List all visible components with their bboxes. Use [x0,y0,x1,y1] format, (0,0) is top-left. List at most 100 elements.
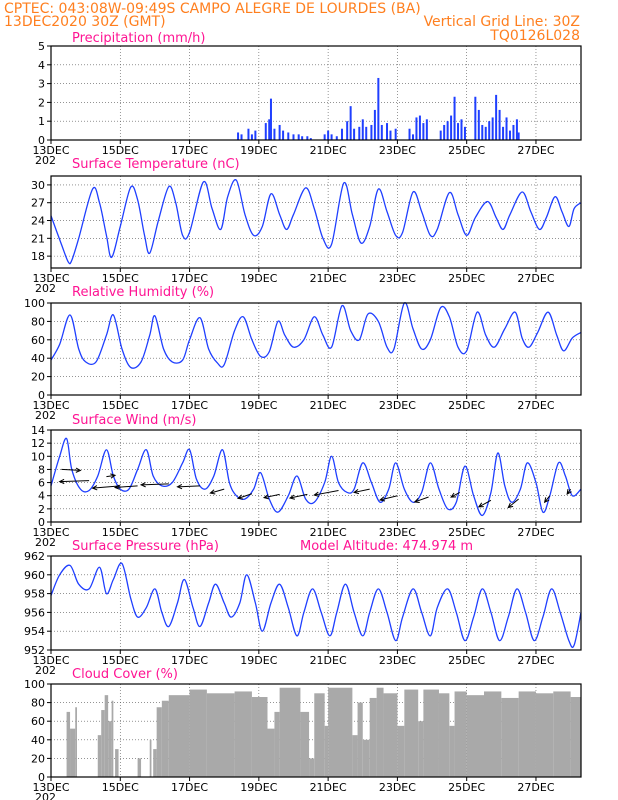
cloud-cover-bar [70,728,76,777]
temperature-panel: Surface Temperature (nC) 18 21 24 27 30 13DEC… [31,157,582,295]
cloud-cover-title: Cloud Cover (%) [72,667,178,682]
precip-bar [297,134,300,140]
pressure-xtick-label: 15DEC [102,654,139,667]
wind-arrow [176,484,200,490]
humidity-xtick-label: 25DEC [448,399,485,412]
precip-bar [287,132,290,140]
precip-bar [498,109,501,140]
pressure-xtick-label: 13DEC [32,654,69,667]
cloud-cover-frame [50,683,582,778]
cloud-cover-bar [206,693,235,777]
precipitation-ytick-label: 1 [38,115,45,128]
temperature-title: Surface Temperature (nC) [72,157,240,172]
precip-bar [443,124,446,140]
cloud-cover-bar [66,711,71,777]
precip-bar [335,136,338,140]
cloud-cover-bar [324,725,329,777]
wind-xtick-label: 19DEC [240,526,277,539]
precipitation-ytick-label: 3 [38,78,45,91]
cloud-cover-bar [137,758,142,777]
humidity-xtick-label: 17DEC [171,399,208,412]
pressure-ytick-label: 956 [24,606,45,619]
precipitation-year-label: 202 [35,154,56,167]
header-model-code: TQ0126L028 [489,28,580,44]
cloud-cover-bar [111,700,114,777]
cloud-cover-ytick-label: 80 [31,697,45,710]
precip-bar [488,121,491,140]
precip-bar [408,128,411,140]
cloud-cover-bar [438,693,450,777]
humidity-series-line [50,302,582,369]
precip-bar [474,96,477,140]
wind-arrow [58,478,90,485]
precip-bar [422,123,425,140]
wind-arrow [413,496,429,503]
temperature-ytick-label: 30 [31,179,45,192]
precip-bar [340,128,343,140]
pressure-xtick-label: 19DEC [240,654,277,667]
precip-bar [418,115,421,140]
wind-ytick-label: 14 [31,424,45,437]
cloud-cover-xtick-label: 15DEC [102,781,139,794]
cloud-cover-bar [404,689,419,777]
precip-bar [282,130,285,140]
temperature-xtick-label: 17DEC [171,272,208,285]
wind-ytick-label: 10 [31,450,45,463]
wind-arrow [113,484,138,490]
cloud-cover-bar [234,691,252,777]
precipitation-xtick-label: 25DEC [448,144,485,157]
precip-bar [502,126,505,140]
cloud-cover-bar [101,710,105,777]
header-grid-line: Vertical Grid Line: 30Z [424,14,580,30]
precip-bar [269,98,272,140]
precip-bar [309,138,312,140]
wind-ytick-label: 4 [38,490,45,503]
humidity-ytick-label: 40 [31,352,45,365]
precip-bar [361,119,364,140]
cloud-cover-bar [352,735,358,777]
temperature-year-label: 202 [35,282,56,295]
pressure-ytick-label: 958 [24,588,45,601]
pressure-xtick-label: 25DEC [448,654,485,667]
temperature-series-line [50,179,582,265]
precip-bar [330,134,333,140]
cloud-cover-bar [75,707,77,777]
cloud-cover-ytick-label: 20 [31,752,45,765]
wind-xtick-label: 25DEC [448,526,485,539]
precip-bar [439,130,442,140]
humidity-panel: Relative Humidity (%) 0 20 40 60 80 100 13DEC 1… [24,285,582,422]
cloud-cover-bar [189,689,207,777]
cloud-cover-xtick-label: 27DEC [517,781,554,794]
temperature-ytick-label: 24 [31,215,45,228]
wind-xtick-label: 27DEC [517,526,554,539]
precip-bar [301,136,304,140]
wind-arrow [566,488,572,496]
cloud-cover-bar [97,735,102,777]
wind-arrow [507,498,519,509]
precip-bar [349,106,352,140]
cloud-cover-bar [423,689,439,777]
model-altitude-label: Model Altitude: 474.974 m [300,539,473,554]
precipitation-xtick-label: 27DEC [517,144,554,157]
pressure-ytick-label: 952 [24,644,45,657]
pressure-ytick-label: 954 [24,625,45,638]
cloud-cover-bar [376,687,384,777]
cloud-cover-bar [115,749,119,777]
precip-bar [264,123,267,140]
cloud-cover-xtick-label: 19DEC [240,781,277,794]
precip-bar [460,119,463,140]
cloud-cover-bar [357,702,363,777]
precipitation-xtick-label: 15DEC [102,144,139,157]
precip-bar [240,134,243,140]
cloud-cover-bar [449,725,455,777]
precip-bar [358,126,361,140]
cloud-cover-bar [383,693,398,777]
pressure-title: Surface Pressure (hPa) [72,539,219,554]
cloud-cover-xtick-label: 23DEC [379,781,416,794]
precip-bar [327,130,330,140]
pressure-frame [50,555,582,651]
wind-arrow [313,489,339,497]
precip-bar [446,121,449,140]
cloud-cover-bar [553,691,571,777]
